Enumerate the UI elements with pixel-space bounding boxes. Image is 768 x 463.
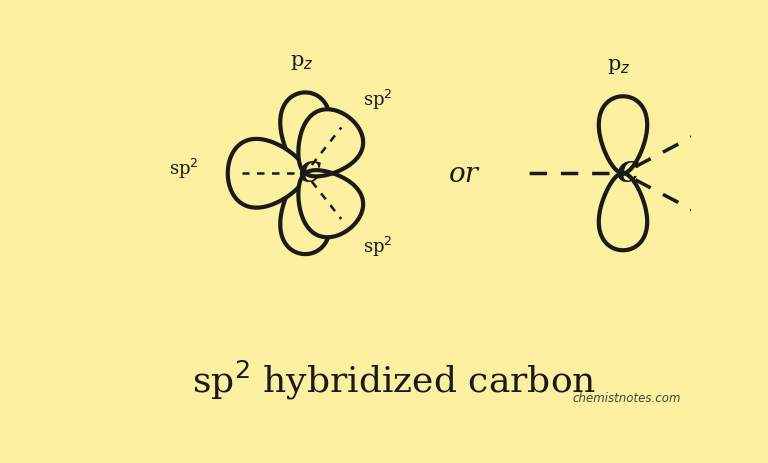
Polygon shape: [228, 139, 305, 208]
Polygon shape: [298, 171, 363, 238]
Text: sp$^2$: sp$^2$: [169, 156, 198, 181]
Text: sp$^2$: sp$^2$: [363, 88, 393, 112]
Text: C: C: [299, 160, 321, 188]
Text: sp$^2$ hybridized carbon: sp$^2$ hybridized carbon: [191, 358, 596, 401]
Polygon shape: [599, 97, 647, 174]
Text: sp$^2$: sp$^2$: [362, 234, 392, 258]
Text: chemistnotes.com: chemistnotes.com: [573, 391, 681, 404]
Text: p$_z$: p$_z$: [290, 53, 313, 72]
Polygon shape: [280, 174, 330, 255]
Text: p$_z$: p$_z$: [607, 56, 631, 75]
Text: C: C: [617, 160, 639, 188]
Polygon shape: [298, 110, 363, 177]
Text: or: or: [449, 160, 479, 188]
Polygon shape: [599, 174, 647, 251]
Polygon shape: [280, 93, 330, 174]
